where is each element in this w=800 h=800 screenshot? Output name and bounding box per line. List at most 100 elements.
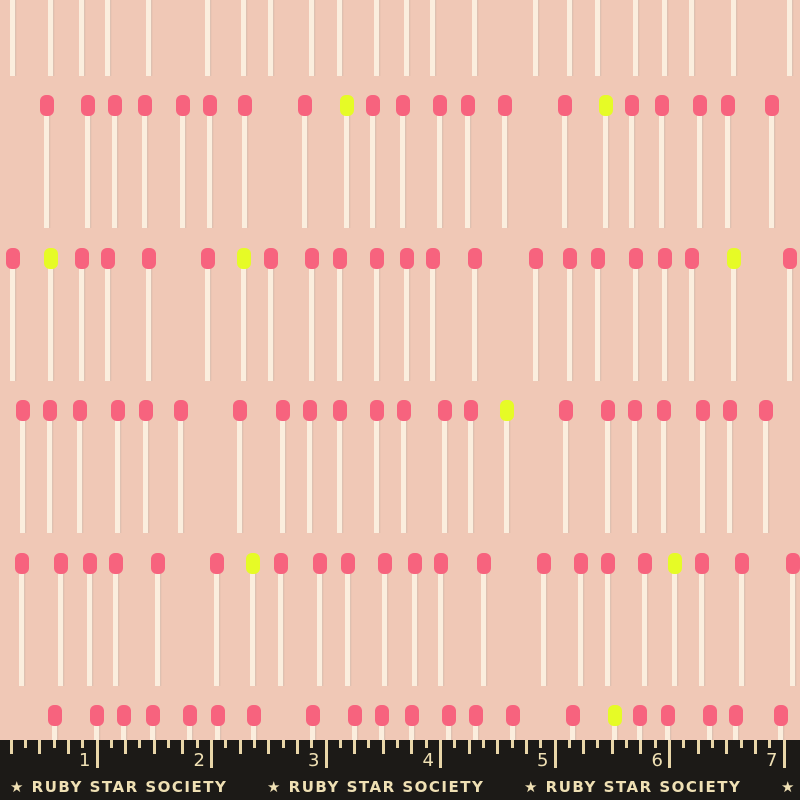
match-stick-shadow [406, 420, 408, 533]
match-head-pink [341, 553, 355, 574]
match-head-yellow [727, 248, 741, 269]
brand-text: ★ RUBY STAR SOCIETY [524, 778, 742, 796]
match-stick [504, 418, 510, 533]
match-stick [689, 266, 695, 381]
match-stick-shadow [183, 420, 185, 533]
match-stick-shadow [538, 268, 540, 381]
matchstick [787, 0, 794, 76]
match-head-pink [48, 705, 62, 726]
match-stick [307, 418, 313, 533]
match-head-yellow [599, 95, 613, 116]
match-stick [178, 418, 184, 533]
matchstick [468, 248, 482, 381]
match-stick-shadow [409, 268, 411, 381]
match-stick [20, 418, 26, 533]
matchstick [396, 95, 410, 228]
ruler-tick [295, 740, 299, 754]
match-stick [567, 266, 573, 381]
match-stick [241, 266, 247, 381]
match-head-pink [40, 95, 54, 116]
matchstick [238, 95, 252, 228]
match-stick [725, 113, 731, 228]
matchstick [765, 95, 779, 228]
match-head-pink [601, 553, 615, 574]
match-stick-shadow [509, 420, 511, 533]
match-stick [268, 266, 274, 381]
match-head-pink [559, 400, 573, 421]
matchstick [689, 0, 696, 76]
match-stick [146, 0, 152, 76]
match-stick-shadow [273, 0, 275, 76]
match-head-pink [633, 705, 647, 726]
match-head-pink [469, 705, 483, 726]
ruler-tick [167, 740, 171, 748]
match-stick-shadow [568, 420, 570, 533]
matchstick [498, 95, 512, 228]
match-stick [633, 0, 639, 76]
match-stick-shadow [314, 0, 316, 76]
match-stick-shadow [92, 573, 94, 686]
ruler-number: 4 [422, 750, 434, 771]
match-stick-shadow [342, 268, 344, 381]
match-stick-shadow [118, 573, 120, 686]
ruler-tick [23, 740, 27, 748]
match-head-pink [6, 248, 20, 269]
match-stick [112, 113, 118, 228]
match-head-pink [638, 553, 652, 574]
match-stick-shadow [82, 420, 84, 533]
match-stick [19, 571, 25, 686]
matchstick [54, 553, 68, 686]
match-stick-shadow [477, 268, 479, 381]
match-stick-shadow [730, 115, 732, 228]
match-stick [697, 113, 703, 228]
matchstick [16, 400, 30, 533]
match-head-pink [464, 400, 478, 421]
match-head-pink [333, 400, 347, 421]
ruler-tick [739, 740, 743, 748]
match-stick [533, 0, 539, 76]
match-head-pink [591, 248, 605, 269]
match-stick-shadow [507, 115, 509, 228]
match-head-pink [774, 705, 788, 726]
match-stick-shadow [409, 0, 411, 76]
matchstick [426, 248, 440, 381]
match-stick-shadow [148, 420, 150, 533]
match-stick-shadow [342, 420, 344, 533]
ruler-tick [424, 740, 428, 748]
match-stick-shadow [442, 115, 444, 228]
match-stick [337, 266, 343, 381]
ruler-tick [224, 740, 228, 748]
match-stick [595, 0, 601, 76]
matchstick [374, 0, 381, 76]
matchstick [400, 248, 414, 381]
match-head-pink [400, 248, 414, 269]
match-stick-shadow [705, 420, 707, 533]
ruler-tick [281, 740, 285, 748]
match-stick-shadow [608, 115, 610, 228]
match-stick [430, 0, 436, 76]
matchstick [601, 553, 615, 686]
ruler-tick [710, 740, 714, 748]
match-stick [563, 418, 569, 533]
matchstick [668, 553, 682, 686]
match-head-pink [461, 95, 475, 116]
match-stick [115, 418, 121, 533]
matchstick [633, 0, 640, 76]
match-stick [382, 571, 388, 686]
match-head-pink [696, 400, 710, 421]
match-head-pink [75, 248, 89, 269]
match-stick-shadow [349, 115, 351, 228]
ruler-tick [782, 740, 786, 768]
match-stick [438, 571, 444, 686]
matchstick [298, 95, 312, 228]
matchstick [176, 95, 190, 228]
match-head-pink [276, 400, 290, 421]
matchstick [142, 248, 156, 381]
match-stick-shadow [473, 420, 475, 533]
match-head-pink [438, 400, 452, 421]
match-stick [155, 571, 161, 686]
match-stick-shadow [379, 268, 381, 381]
matchstick [662, 0, 669, 76]
matchstick [6, 248, 20, 381]
